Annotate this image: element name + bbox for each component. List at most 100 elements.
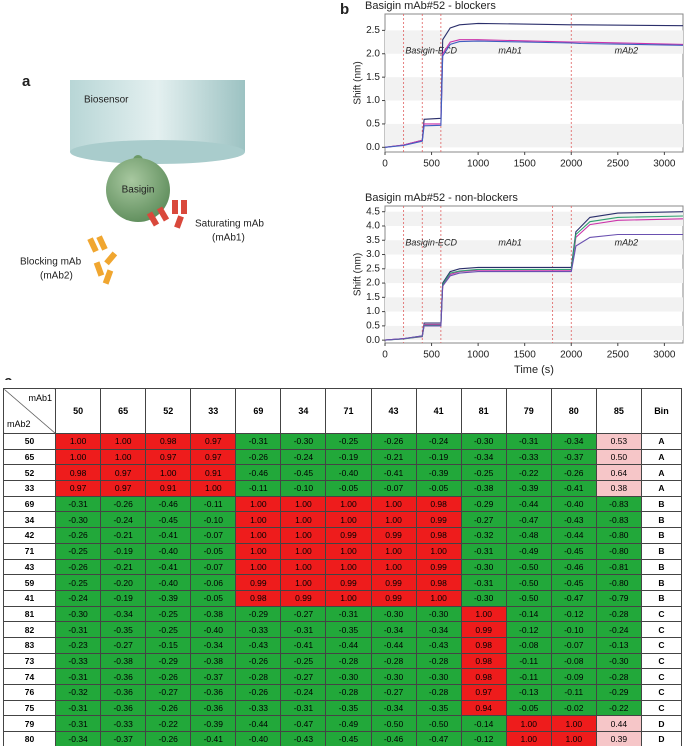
value-cell: 0.98 <box>415 527 462 544</box>
panel-label: c <box>4 373 12 380</box>
row-label: 50 <box>2 433 57 450</box>
value-cell: -0.10 <box>280 480 327 497</box>
grid-band <box>385 211 683 226</box>
table-row: 33 0.97 0.97 0.91 1.00 -0.11 -0.10 -0.05 -0.07 -0… <box>2 480 683 497</box>
value-cell: 0.99 <box>235 574 282 591</box>
x-tick-label: 2000 <box>560 350 583 361</box>
table-row: 82 -0.31 -0.35 -0.25 -0.40 -0.33 -0.31 -0.35 -0.… <box>2 621 683 638</box>
antigen-shape <box>106 158 170 222</box>
value-cell: -0.26 <box>145 731 192 746</box>
value-cell: 1.00 <box>505 731 552 746</box>
y-tick-label: 3.5 <box>366 235 380 246</box>
value-cell: -0.80 <box>595 527 642 544</box>
x-tick-label: 0 <box>382 159 388 170</box>
value-cell: -0.26 <box>145 699 192 717</box>
value-cell: -0.11 <box>235 480 282 497</box>
value-cell: 1.00 <box>325 589 372 607</box>
table-row: 41 -0.24 -0.19 -0.39 -0.05 0.98 0.99 1.00 0.99 1.… <box>2 589 683 607</box>
column-header: 65 <box>100 388 147 434</box>
column-header: 71 <box>325 388 372 434</box>
table-row: 59 -0.25 -0.20 -0.40 -0.06 0.99 1.00 0.99 0.99 0.… <box>2 574 683 591</box>
value-cell: -0.30 <box>55 605 102 623</box>
value-cell: 1.00 <box>280 495 327 513</box>
value-cell: -0.25 <box>145 605 192 623</box>
bin-cell: A <box>640 448 683 466</box>
value-cell: -0.30 <box>460 589 507 607</box>
value-cell: -0.40 <box>190 621 237 638</box>
value-cell: 0.98 <box>460 668 507 685</box>
table-row: 76 -0.32 -0.36 -0.27 -0.36 -0.26 -0.24 -0.28 -0.… <box>2 684 683 701</box>
bin-cell: C <box>640 605 683 623</box>
value-cell: -0.27 <box>100 636 147 654</box>
value-cell: -0.32 <box>55 684 102 701</box>
value-cell: -0.12 <box>460 731 507 746</box>
column-header: 80 <box>550 388 597 434</box>
bin-cell: B <box>640 495 683 513</box>
value-cell: 1.00 <box>55 448 102 466</box>
y-tick-label: 0.5 <box>366 321 380 332</box>
value-cell: -0.41 <box>550 480 597 497</box>
value-cell: -0.48 <box>505 527 552 544</box>
y-tick-label: 4.5 <box>366 206 380 217</box>
value-cell: -0.26 <box>550 464 597 482</box>
trace <box>384 40 684 148</box>
value-cell: 0.97 <box>145 448 192 466</box>
row-label: 42 <box>2 527 57 544</box>
row-label: 79 <box>2 715 57 733</box>
value-cell: -0.34 <box>100 605 147 623</box>
trace <box>384 39 684 148</box>
bin-cell: B <box>640 511 683 529</box>
value-cell: -0.26 <box>145 668 192 685</box>
value-cell: -0.28 <box>595 668 642 685</box>
column-header: 34 <box>280 388 327 434</box>
value-cell: 0.97 <box>460 684 507 701</box>
value-cell: -0.07 <box>190 527 237 544</box>
value-cell: 1.00 <box>235 527 282 544</box>
corner-bottom: mAb2 <box>7 419 31 429</box>
value-cell: -0.11 <box>190 495 237 513</box>
value-cell: -0.29 <box>460 495 507 513</box>
value-cell: 1.00 <box>325 511 372 529</box>
value-cell: -0.33 <box>235 621 282 638</box>
value-cell: -0.44 <box>550 527 597 544</box>
value-cell: -0.46 <box>550 558 597 576</box>
value-cell: -0.29 <box>595 684 642 701</box>
value-cell: 1.00 <box>550 731 597 746</box>
value-cell: -0.41 <box>145 558 192 576</box>
value-cell: -0.11 <box>505 652 552 670</box>
value-cell: -0.31 <box>55 715 102 733</box>
value-cell: 1.00 <box>415 589 462 607</box>
x-tick-label: 500 <box>423 350 440 361</box>
value-cell: -0.40 <box>145 542 192 560</box>
value-cell: -0.11 <box>550 684 597 701</box>
panel-label: b <box>340 1 349 18</box>
value-cell: -0.31 <box>280 699 327 717</box>
value-cell: 0.99 <box>325 527 372 544</box>
value-cell: -0.06 <box>190 574 237 591</box>
value-cell: -0.46 <box>370 731 417 746</box>
row-label: 41 <box>2 589 57 607</box>
value-cell: -0.21 <box>100 527 147 544</box>
value-cell: 1.00 <box>325 558 372 576</box>
value-cell: 1.00 <box>325 542 372 560</box>
value-cell: 0.44 <box>595 715 642 733</box>
value-cell: 1.00 <box>325 495 372 513</box>
table-row: 83 -0.23 -0.27 -0.15 -0.34 -0.43 -0.41 -0.44 -0.… <box>2 636 683 654</box>
bin-cell: C <box>640 684 683 701</box>
value-cell: -0.31 <box>280 621 327 638</box>
y-tick-label: 4.0 <box>366 221 380 232</box>
value-cell: -0.44 <box>505 495 552 513</box>
value-cell: 0.99 <box>370 574 417 591</box>
y-tick-label: 0.0 <box>366 335 380 346</box>
value-cell: -0.36 <box>100 684 147 701</box>
value-cell: 0.99 <box>325 574 372 591</box>
phase-annotation: mAb2 <box>615 46 639 56</box>
value-cell: -0.31 <box>55 699 102 717</box>
value-cell: 0.53 <box>595 433 642 450</box>
x-tick-label: 0 <box>382 350 388 361</box>
value-cell: -0.31 <box>55 495 102 513</box>
value-cell: 1.00 <box>190 480 237 497</box>
value-cell: 1.00 <box>370 511 417 529</box>
value-cell: -0.31 <box>55 668 102 685</box>
value-cell: -0.31 <box>505 433 552 450</box>
